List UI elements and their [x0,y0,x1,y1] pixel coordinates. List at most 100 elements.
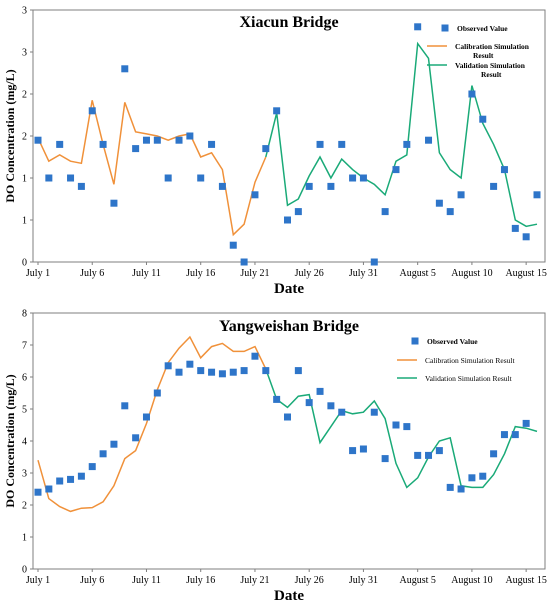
observed-point [327,402,335,410]
observed-point [316,140,324,148]
calibration-simulation-line [37,335,267,513]
validation-simulation-line [265,41,538,228]
observed-point [294,208,302,216]
x-tick-label: August 5 [399,268,435,279]
observed-point [446,483,454,491]
observed-point [218,182,226,190]
observed-point [251,352,259,360]
observed-point [186,360,194,368]
observed-point [208,140,216,148]
observed-point [305,182,313,190]
observed-point [121,402,129,410]
observed-point [327,182,335,190]
observed-point [121,65,129,73]
observed-point [273,107,281,115]
observed-point [240,258,248,266]
observed-point [197,174,205,182]
observed-point [34,488,42,496]
x-tick-label: August 15 [505,268,546,279]
observed-point [370,408,378,416]
y-tick-label: 3 [22,469,27,480]
observed-point [240,367,248,375]
x-tick-label: July 1 [26,575,50,586]
x-axis-title: Date [274,281,304,297]
x-tick-label: August 10 [451,575,492,586]
observed-point [45,174,53,182]
y-axis-title: DO Concentration (mg/L) [3,69,17,202]
observed-point [425,451,433,459]
legend-observed-marker [411,337,419,345]
chart-panel-2: 0 1 2 3 4 5 6 7 8 July 1 July 6 July 11 July 16 July … [3,309,547,605]
calibration-simulation-line [37,100,267,237]
observed-point [490,182,498,190]
y-tick-label: 8 [22,309,27,320]
observed-point [468,90,476,98]
observed-point [392,421,400,429]
observed-point [142,136,150,144]
x-tick-label: July 16 [186,575,215,586]
x-tick-label: July 6 [80,575,104,586]
observed-point [88,463,96,471]
observed-point [77,182,85,190]
observed-point [479,472,487,480]
observed-point [338,140,346,148]
observed-point [414,23,422,31]
observed-point [316,387,324,395]
y-tick-label: 5 [22,405,27,416]
observed-point [381,208,389,216]
observed-point [153,389,161,397]
observed-point [262,145,270,153]
observed-point [132,145,140,153]
observed-point [262,367,270,375]
observed-point [468,474,476,482]
observed-point [284,413,291,421]
observed-point [490,450,498,458]
observed-point [511,431,519,439]
observed-point [403,423,411,431]
chart-title: Yangweishan Bridge [219,318,359,335]
observed-point [457,485,465,493]
observed-point [359,174,367,182]
legend-validation-label: Validation Simulation [455,61,526,70]
observed-point [359,445,367,453]
observed-point [294,367,302,375]
observed-point [99,140,107,148]
observed-point [153,136,161,144]
y-tick-label: 3 [22,6,27,17]
observed-point [370,258,378,266]
observed-point [208,368,216,376]
chart-panel-1: 0 1 1 2 2 3 3 July 1 July 6 July 11 July 16 July 21… [3,6,547,298]
x-tick-label: August 5 [399,575,435,586]
observed-point [273,395,281,403]
legend-observed-label: Observed Value [457,24,508,33]
legend-validation-label: Validation Simulation Result [425,374,513,383]
y-tick-label: 4 [22,437,27,448]
observed-point [67,475,75,483]
observed-point [186,132,194,140]
legend-observed-label: Observed Value [427,337,478,346]
validation-simulation-line [265,368,538,489]
y-tick-label: 2 [22,90,27,101]
x-tick-label: July 21 [240,575,269,586]
observed-point [533,191,541,199]
observed-point [457,191,465,199]
observed-point [425,136,433,144]
observed-point [175,368,183,376]
x-tick-label: July 11 [132,575,161,586]
x-tick-label: July 26 [295,575,324,586]
observed-point [132,434,140,442]
observed-point [110,199,118,207]
observed-point [142,413,150,421]
y-tick-label: 1 [22,174,27,185]
observed-point [479,115,487,123]
x-tick-label: July 21 [240,268,269,279]
observed-point [435,199,443,207]
observed-point [305,399,313,407]
y-tick-label: 0 [22,258,27,269]
observed-point [381,455,389,463]
y-tick-label: 2 [22,501,27,512]
observed-point [522,233,530,241]
observed-point [511,224,519,232]
